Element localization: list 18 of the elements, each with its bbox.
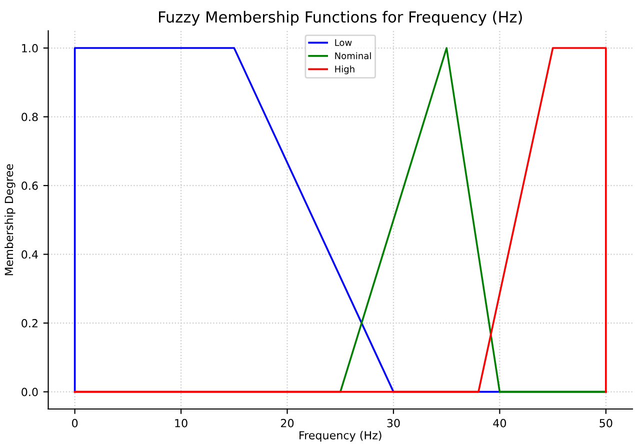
y-axis-title: Membership Degree [4,164,16,276]
y-tick-label: 0.8 [22,112,38,122]
x-tick-label: 10 [175,418,188,428]
legend-label: Low [335,39,352,46]
chart-title: Fuzzy Membership Functions for Frequency (Hz) [159,10,522,26]
x-tick-label: 20 [280,418,294,428]
y-tick-label: 0.0 [22,388,38,396]
y-tick-label: 1.0 [22,44,38,52]
x-tick-label: 30 [387,418,400,428]
legend-label: High [335,65,354,74]
x-axis-title: Frequency (Hz) [300,430,382,442]
y-tick-label: 0.6 [22,182,38,190]
y-tick-label: 0.2 [22,319,38,328]
x-tick-label: 50 [600,418,612,428]
y-tick-label: 0.4 [22,250,38,259]
x-tick-label: 40 [493,418,506,428]
x-tick-label: 0 [72,418,78,428]
legend-label: Nominal [335,52,371,60]
